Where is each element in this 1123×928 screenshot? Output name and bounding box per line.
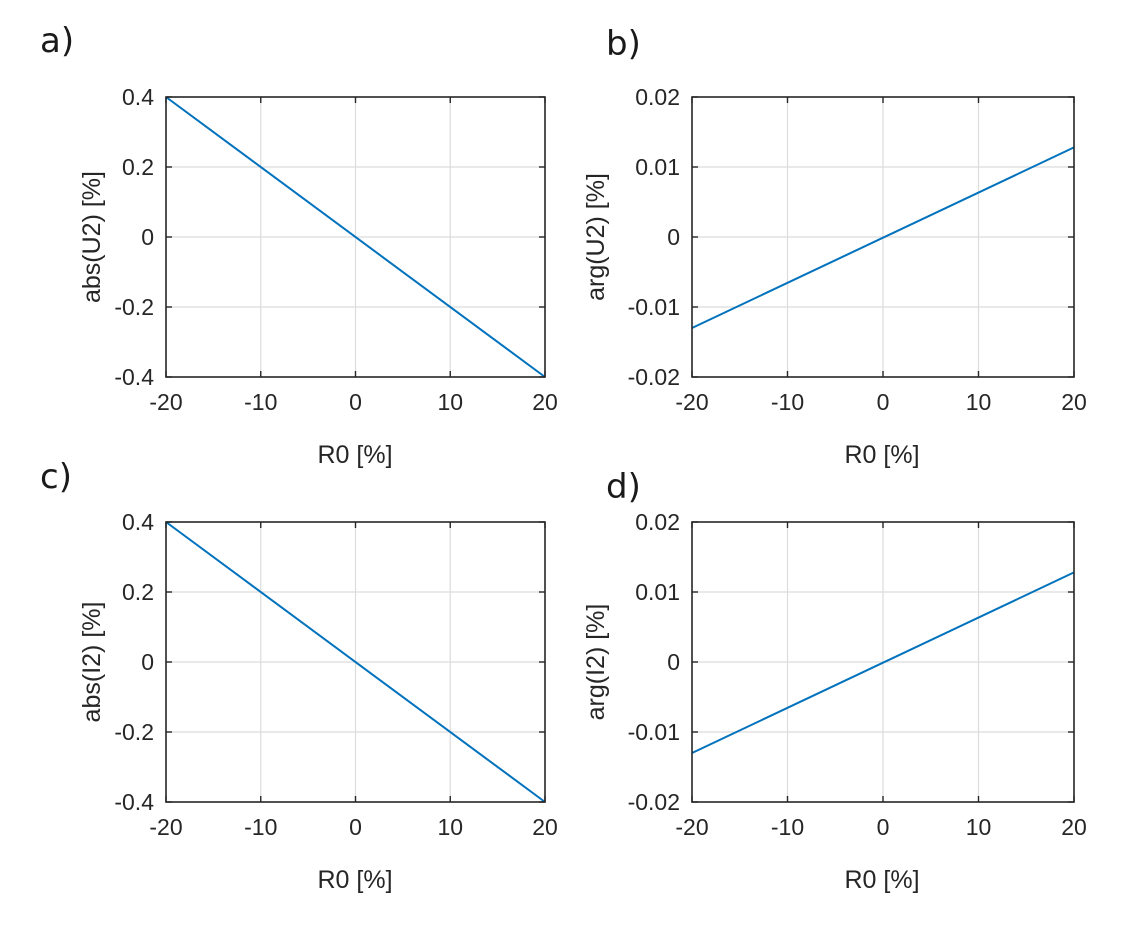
x-tick-label: 10	[966, 814, 992, 840]
series-line-1	[165, 521, 546, 803]
y-tick-label: -0.02	[628, 364, 680, 390]
x-tick-label: 20	[1061, 814, 1087, 840]
y-tick-label: 0.4	[122, 84, 154, 110]
chart-panel-3: c) -20 -10 0 10 20 -0.4 -0.2 0 0.2 0.4 R0 [%] abs(I2…	[40, 457, 558, 894]
y-tick-label: 0.01	[635, 154, 680, 180]
y-axis-label: arg(U2) [%]	[582, 173, 610, 301]
y-tick-label: 0.02	[635, 509, 680, 535]
x-tick-label: 20	[532, 389, 558, 415]
y-axis-label: abs(I2) [%]	[78, 602, 106, 723]
x-tick-label: -20	[149, 814, 182, 840]
x-tick-label: -10	[244, 814, 277, 840]
x-tick-label: 0	[349, 389, 362, 415]
x-tick-label: 0	[877, 814, 890, 840]
series-line-1	[165, 96, 546, 378]
x-axis-label: R0 [%]	[844, 441, 919, 469]
x-tick-label: 10	[966, 389, 992, 415]
y-tick-label: 0	[667, 224, 680, 250]
x-tick-label: -20	[675, 814, 708, 840]
panel-letter: d)	[606, 467, 641, 507]
y-tick-label: -0.4	[114, 364, 154, 390]
y-tick-label: 0	[141, 224, 154, 250]
chart-panel-1: a) -20 -10 0 10 20 -0.4 -0.2 0 0.2 0.4 R0 [%] abs(U2…	[40, 21, 558, 469]
y-axis-label: abs(U2) [%]	[78, 171, 106, 303]
x-tick-label: 10	[437, 389, 463, 415]
y-tick-label: -0.02	[628, 789, 680, 815]
y-tick-label: -0.01	[628, 294, 680, 320]
chart-panel-4: d) -20 -10 0 10 20 -0.02 -0.01 0 0.01 0.02 R0 [%] ar…	[582, 467, 1087, 894]
x-tick-label: 20	[532, 814, 558, 840]
x-tick-label: -10	[771, 389, 804, 415]
x-tick-label: -20	[149, 389, 182, 415]
y-tick-label: -0.01	[628, 719, 680, 745]
x-tick-label: -20	[675, 389, 708, 415]
series-line-1	[691, 146, 1075, 329]
y-tick-label: 0	[141, 649, 154, 675]
y-tick-label: 0	[667, 649, 680, 675]
y-tick-label: 0.2	[122, 579, 154, 605]
y-tick-label: -0.2	[114, 719, 154, 745]
x-tick-label: -10	[244, 389, 277, 415]
panel-letter: c)	[40, 457, 72, 497]
panel-letter: a)	[40, 21, 74, 61]
x-axis-label: R0 [%]	[317, 441, 392, 469]
x-axis-label: R0 [%]	[844, 866, 919, 894]
y-tick-label: -0.4	[114, 789, 154, 815]
x-tick-label: 10	[437, 814, 463, 840]
panel-letter: b)	[606, 24, 641, 64]
y-tick-label: 0.4	[122, 509, 154, 535]
y-axis-label: arg(I2) [%]	[582, 604, 610, 721]
x-tick-label: 20	[1061, 389, 1087, 415]
series-line-1	[691, 571, 1075, 754]
x-tick-label: -10	[771, 814, 804, 840]
x-axis-label: R0 [%]	[317, 866, 392, 894]
x-tick-label: 0	[877, 389, 890, 415]
x-tick-label: 0	[349, 814, 362, 840]
y-tick-label: -0.2	[114, 294, 154, 320]
y-tick-label: 0.02	[635, 84, 680, 110]
chart-panel-2: b) -20 -10 0 10 20 -0.02 -0.01 0 0.01 0.02 R0 [%] ar…	[582, 24, 1087, 469]
y-tick-label: 0.01	[635, 579, 680, 605]
y-tick-label: 0.2	[122, 154, 154, 180]
